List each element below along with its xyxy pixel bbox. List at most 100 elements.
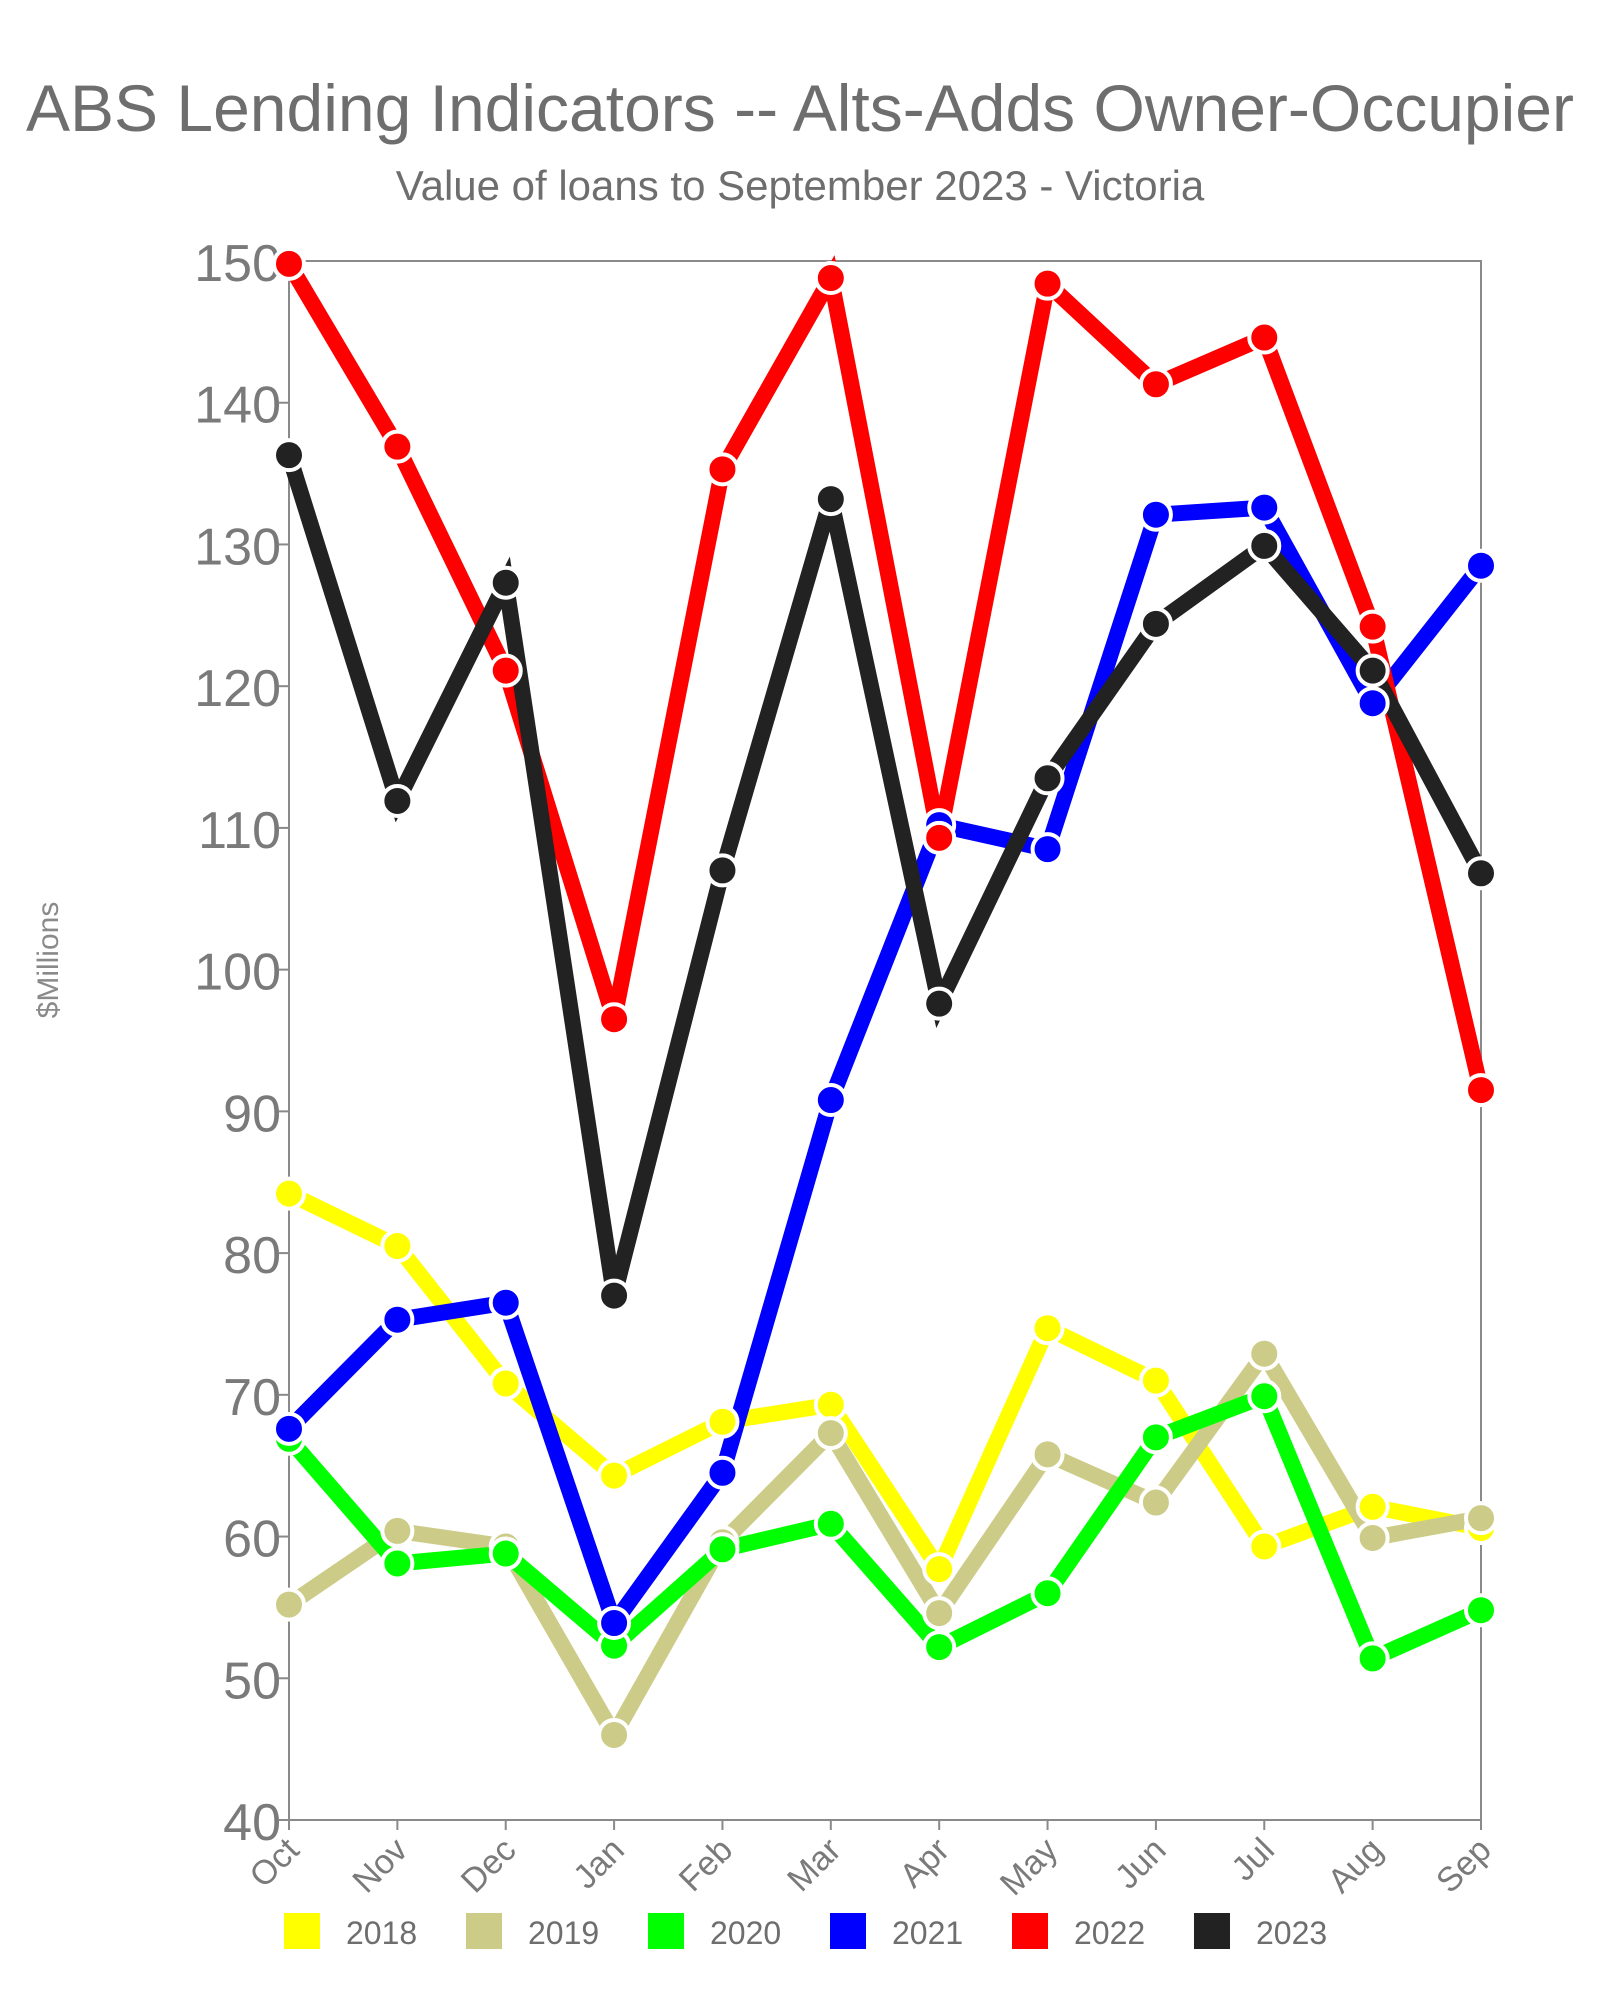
- data-point-2018: [380, 1229, 415, 1264]
- data-point-2022: [1138, 367, 1173, 402]
- data-point-2018: [1247, 1529, 1282, 1564]
- data-point-2018: [272, 1176, 306, 1211]
- legend-swatch-2019: [466, 1913, 502, 1949]
- data-point-2022: [488, 653, 523, 688]
- data-point-2022: [597, 1002, 632, 1037]
- data-point-2021: [1138, 497, 1173, 532]
- data-point-2023: [705, 853, 740, 888]
- x-tick-label: Dec: [454, 1831, 524, 1901]
- data-point-2019: [1355, 1520, 1390, 1555]
- y-axis: 40 50 60 70 80 90 100 110 120 130 140 150: [194, 235, 289, 1852]
- data-point-2020: [380, 1546, 415, 1581]
- data-point-2023: [1464, 856, 1498, 891]
- x-tick-label: Nov: [345, 1831, 415, 1901]
- data-point-2021: [597, 1605, 632, 1640]
- data-point-2019: [813, 1416, 848, 1451]
- data-point-2022: [1464, 1073, 1498, 1108]
- data-point-2019: [1247, 1336, 1282, 1371]
- data-point-2023: [597, 1278, 632, 1313]
- y-axis-label: $Millions: [32, 902, 65, 1019]
- y-tick-label: 60: [223, 1511, 281, 1569]
- data-point-2022: [1030, 266, 1065, 301]
- y-tick-label: 70: [223, 1369, 281, 1427]
- data-point-2019: [1030, 1437, 1065, 1472]
- x-tick-label: Feb: [672, 1831, 740, 1899]
- y-tick-label: 150: [194, 235, 281, 293]
- legend-label-2020: 2020: [710, 1915, 781, 1951]
- series-lines: [281, 255, 1489, 1752]
- data-point-2018: [1355, 1489, 1390, 1524]
- data-point-2023: [272, 438, 306, 473]
- chart-title: ABS Lending Indicators -- Alts-Adds Owne…: [25, 71, 1574, 145]
- x-axis: Oct Nov Dec Jan Feb Mar Apr May Jun Jul Aug Sep: [242, 1820, 1499, 1903]
- legend-swatch-2023: [1194, 1913, 1230, 1949]
- data-point-2020: [922, 1630, 957, 1665]
- data-point-2023: [488, 565, 523, 600]
- data-point-2018: [1030, 1311, 1065, 1346]
- data-point-2023: [922, 986, 957, 1021]
- data-point-2022: [1247, 320, 1282, 355]
- legend-swatch-2022: [1012, 1913, 1048, 1949]
- y-tick-label: 50: [223, 1652, 281, 1710]
- data-point-2021: [1464, 548, 1498, 583]
- data-point-2022: [380, 429, 415, 464]
- data-point-2021: [272, 1411, 306, 1446]
- series-line-2021: [281, 499, 1489, 1641]
- legend-swatch-2021: [830, 1913, 866, 1949]
- y-tick-label: 130: [194, 518, 281, 576]
- legend-label-2022: 2022: [1074, 1915, 1145, 1951]
- data-point-2020: [1030, 1576, 1065, 1611]
- legend-swatch-2018: [284, 1913, 320, 1949]
- y-tick-label: 40: [223, 1794, 281, 1852]
- data-point-2020: [1247, 1379, 1282, 1414]
- y-tick-label: 100: [194, 944, 281, 1002]
- x-tick-label: Apr: [893, 1831, 957, 1895]
- data-point-2021: [1030, 832, 1065, 867]
- data-point-2019: [922, 1596, 957, 1631]
- series-line-2023: [281, 447, 1489, 1298]
- data-point-2018: [705, 1404, 740, 1439]
- data-point-2023: [1030, 761, 1065, 796]
- data-point-2020: [1464, 1593, 1498, 1628]
- data-point-2023: [1247, 528, 1282, 563]
- data-point-2021: [705, 1455, 740, 1490]
- data-point-2019: [1138, 1485, 1173, 1520]
- data-point-2023: [1355, 653, 1390, 688]
- data-point-2020: [813, 1506, 848, 1541]
- data-point-2022: [922, 820, 957, 855]
- data-point-2019: [1464, 1501, 1498, 1536]
- x-tick-label: Sep: [1429, 1831, 1499, 1901]
- data-point-2018: [488, 1366, 523, 1401]
- data-point-2021: [488, 1285, 523, 1320]
- data-point-2022: [813, 261, 848, 296]
- data-point-2020: [705, 1532, 740, 1567]
- data-point-2022: [705, 452, 740, 487]
- legend-label-2018: 2018: [346, 1915, 417, 1951]
- data-point-2020: [1355, 1641, 1390, 1676]
- series-points: [272, 246, 1498, 1752]
- legend-label-2019: 2019: [528, 1915, 599, 1951]
- data-point-2021: [380, 1302, 415, 1337]
- data-point-2018: [922, 1552, 957, 1587]
- y-tick-label: 80: [223, 1227, 281, 1285]
- data-point-2018: [597, 1458, 632, 1493]
- data-point-2019: [272, 1587, 306, 1622]
- x-tick-label: Jul: [1224, 1831, 1282, 1889]
- legend: 2018 2019 2020 2021 2022 2023: [284, 1913, 1327, 1951]
- data-point-2023: [380, 783, 415, 818]
- series-line-2020: [281, 1386, 1489, 1670]
- data-point-2021: [813, 1083, 848, 1118]
- y-tick-label: 120: [194, 660, 281, 718]
- data-point-2020: [488, 1536, 523, 1571]
- y-tick-label: 90: [223, 1085, 281, 1143]
- data-point-2021: [1247, 490, 1282, 525]
- data-point-2022: [272, 246, 306, 281]
- legend-label-2021: 2021: [892, 1915, 963, 1951]
- data-point-2018: [1138, 1363, 1173, 1398]
- x-tick-label: Jan: [566, 1831, 632, 1897]
- series-line-2018: [281, 1185, 1489, 1586]
- x-tick-label: Jun: [1108, 1831, 1174, 1897]
- y-tick-label: 110: [198, 802, 281, 860]
- x-tick-label: Aug: [1321, 1831, 1391, 1901]
